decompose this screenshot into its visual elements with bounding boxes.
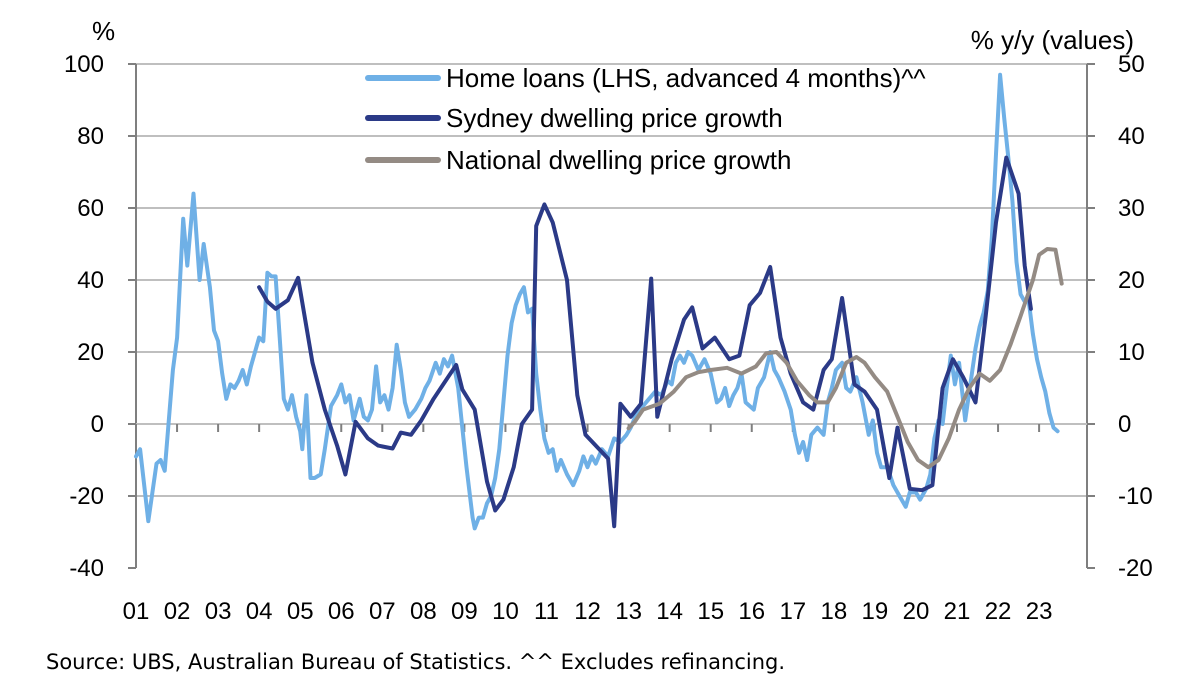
left-tick-label: 40: [77, 267, 104, 294]
x-tick-label: 04: [246, 598, 273, 625]
left-axis-unit-label: %: [92, 16, 115, 46]
x-tick-label: 03: [205, 598, 232, 625]
x-tick-label: 22: [985, 598, 1012, 625]
legend-label-national: National dwelling price growth: [446, 145, 791, 175]
left-tick-label: 20: [77, 339, 104, 366]
right-tick-label: -10: [1118, 483, 1153, 510]
x-tick-label: 01: [123, 598, 150, 625]
left-tick-label: 100: [64, 51, 104, 78]
x-tick-label: 15: [697, 598, 724, 625]
x-tick-label: 02: [164, 598, 191, 625]
left-tick-label: 60: [77, 195, 104, 222]
x-tick-label: 13: [615, 598, 642, 625]
right-axis-unit-label: % y/y (values): [971, 25, 1134, 55]
x-tick-label: 14: [656, 598, 683, 625]
source-note: Source: UBS, Australian Bureau of Statis…: [46, 650, 786, 674]
left-tick-label: -20: [69, 483, 104, 510]
sydney-price-line: [257, 155, 1033, 529]
right-tick-label: -20: [1118, 555, 1153, 582]
left-tick-label: -40: [69, 555, 104, 582]
home-loans-line: [134, 72, 1060, 531]
x-tick-label: 17: [779, 598, 806, 625]
series-lines: [134, 72, 1064, 531]
x-tick-label: 11: [534, 598, 559, 625]
x-tick-label: 05: [287, 598, 314, 625]
legend-label-sydney: Sydney dwelling price growth: [446, 103, 783, 133]
x-tick-label: 20: [903, 598, 930, 625]
x-tick-label: 19: [862, 598, 889, 625]
left-tick-label: 80: [77, 123, 104, 150]
right-tick-label: 10: [1118, 339, 1145, 366]
x-tick-label: 16: [738, 598, 765, 625]
national-price-line: [626, 247, 1064, 470]
x-tick-label: 08: [410, 598, 437, 625]
right-tick-label: 30: [1118, 195, 1145, 222]
x-tick-label: 07: [369, 598, 396, 625]
x-tick-label: 12: [574, 598, 601, 625]
x-tick-label: 23: [1026, 598, 1053, 625]
x-tick-label: 06: [328, 598, 355, 625]
right-tick-label: 0: [1118, 411, 1131, 438]
right-tick-label: 20: [1118, 267, 1145, 294]
right-tick-label: 50: [1118, 51, 1145, 78]
legend: Home loans (LHS, advanced 4 months)^^ Sy…: [365, 63, 926, 175]
x-tick-label: 10: [492, 598, 519, 625]
x-tick-label: 18: [820, 598, 847, 625]
x-tick-label: 09: [451, 598, 478, 625]
x-tick-label: 21: [944, 598, 971, 625]
legend-label-home-loans: Home loans (LHS, advanced 4 months)^^: [446, 63, 926, 93]
left-tick-label: 0: [91, 411, 104, 438]
right-tick-label: 40: [1118, 123, 1145, 150]
